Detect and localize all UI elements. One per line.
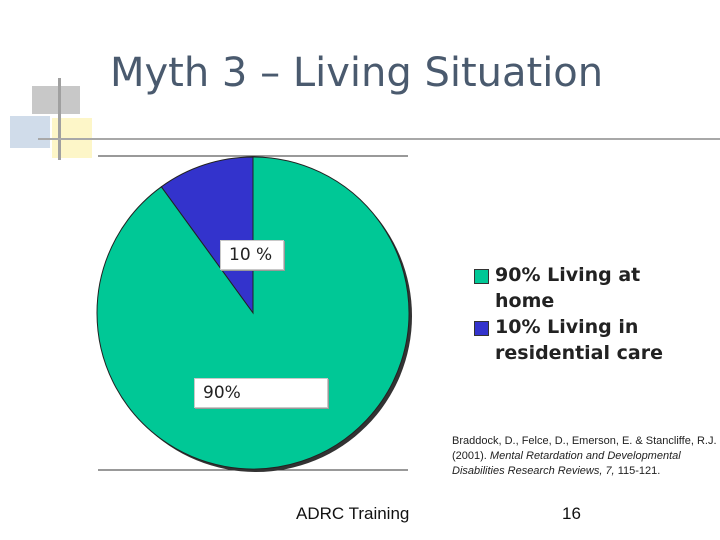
- decor-square-blue: [10, 116, 50, 148]
- citation-authors: Braddock, D., Felce, D., Emerson, E. & S…: [452, 435, 717, 462]
- legend-swatch-residential: [474, 321, 489, 336]
- decor-vertical-rule: [58, 78, 61, 160]
- legend-label-home: 90% Living at home: [495, 264, 641, 312]
- title-divider: [38, 138, 720, 140]
- slice-label-home: 90%: [194, 378, 328, 408]
- footer-text: ADRC Training: [296, 504, 410, 523]
- citation-journal: Mental Retardation and Developmental Dis…: [452, 450, 681, 477]
- chart-legend: 90% Living at home 10% Living in residen…: [474, 262, 674, 366]
- citation-pages: 115-121.: [617, 465, 661, 477]
- pie-slice-home: [96, 156, 410, 470]
- decor-square-gray: [32, 86, 80, 114]
- legend-item-home: 90% Living at home: [474, 262, 674, 314]
- pie-slice-residential: [160, 156, 254, 315]
- legend-swatch-home: [474, 269, 489, 284]
- legend-item-residential: 10% Living in residential care: [474, 314, 674, 366]
- legend-label-residential: 10% Living in residential care: [495, 316, 663, 364]
- page-number: 16: [562, 504, 581, 523]
- citation: Braddock, D., Felce, D., Emerson, E. & S…: [452, 434, 717, 479]
- slice-label-residential: 10 %: [220, 240, 284, 270]
- slide-title: Myth 3 – Living Situation: [110, 50, 604, 96]
